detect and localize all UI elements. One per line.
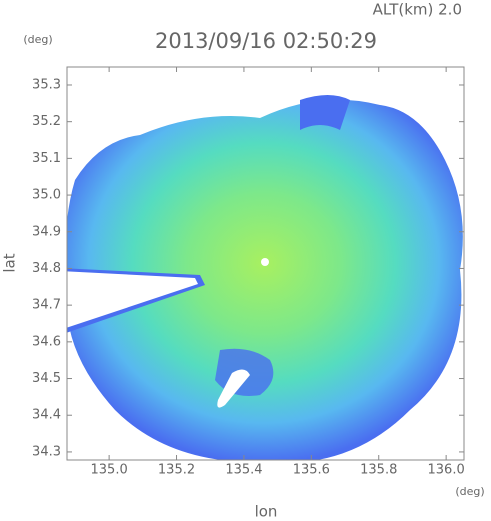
y-tick-label: 34.9: [32, 224, 61, 239]
x-tick-label: 135.0: [91, 463, 128, 478]
blocked-patch: [217, 369, 250, 408]
y-unit: (deg): [23, 33, 52, 46]
x-tick-label: 135.2: [158, 463, 195, 478]
y-axis-label: lat: [1, 253, 19, 272]
y-tick-label: 35.3: [32, 77, 61, 92]
y-tick-label: 34.5: [32, 371, 61, 386]
plot-frame: [66, 66, 465, 461]
x-tick-label: 135.8: [360, 463, 397, 478]
x-axis-label: lon: [255, 503, 278, 521]
chart-title: 2013/09/16 02:50:29: [155, 29, 377, 53]
x-tick-label: 136.0: [428, 463, 465, 478]
y-tick-label: 35.2: [32, 114, 61, 129]
y-tick-label: 34.4: [32, 408, 61, 423]
blocked-sector: [67, 271, 198, 328]
radar-echo: [67, 99, 463, 460]
radar-site: [261, 258, 269, 266]
y-tick-label: 34.7: [32, 298, 61, 313]
x-tick-label: 135.6: [293, 463, 330, 478]
altitude: ALT(km) 2.0: [373, 1, 462, 19]
x-tick-label: 135.4: [225, 463, 262, 478]
x-unit: (deg): [455, 485, 484, 498]
y-tick-label: 35.1: [32, 151, 61, 166]
y-tick-label: 34.8: [32, 261, 61, 276]
radar-field: [67, 95, 463, 460]
echo-edge: [300, 95, 350, 130]
y-tick-label: 35.0: [32, 188, 61, 203]
y-tick-label: 34.3: [32, 444, 61, 459]
y-tick-label: 34.6: [32, 334, 61, 349]
